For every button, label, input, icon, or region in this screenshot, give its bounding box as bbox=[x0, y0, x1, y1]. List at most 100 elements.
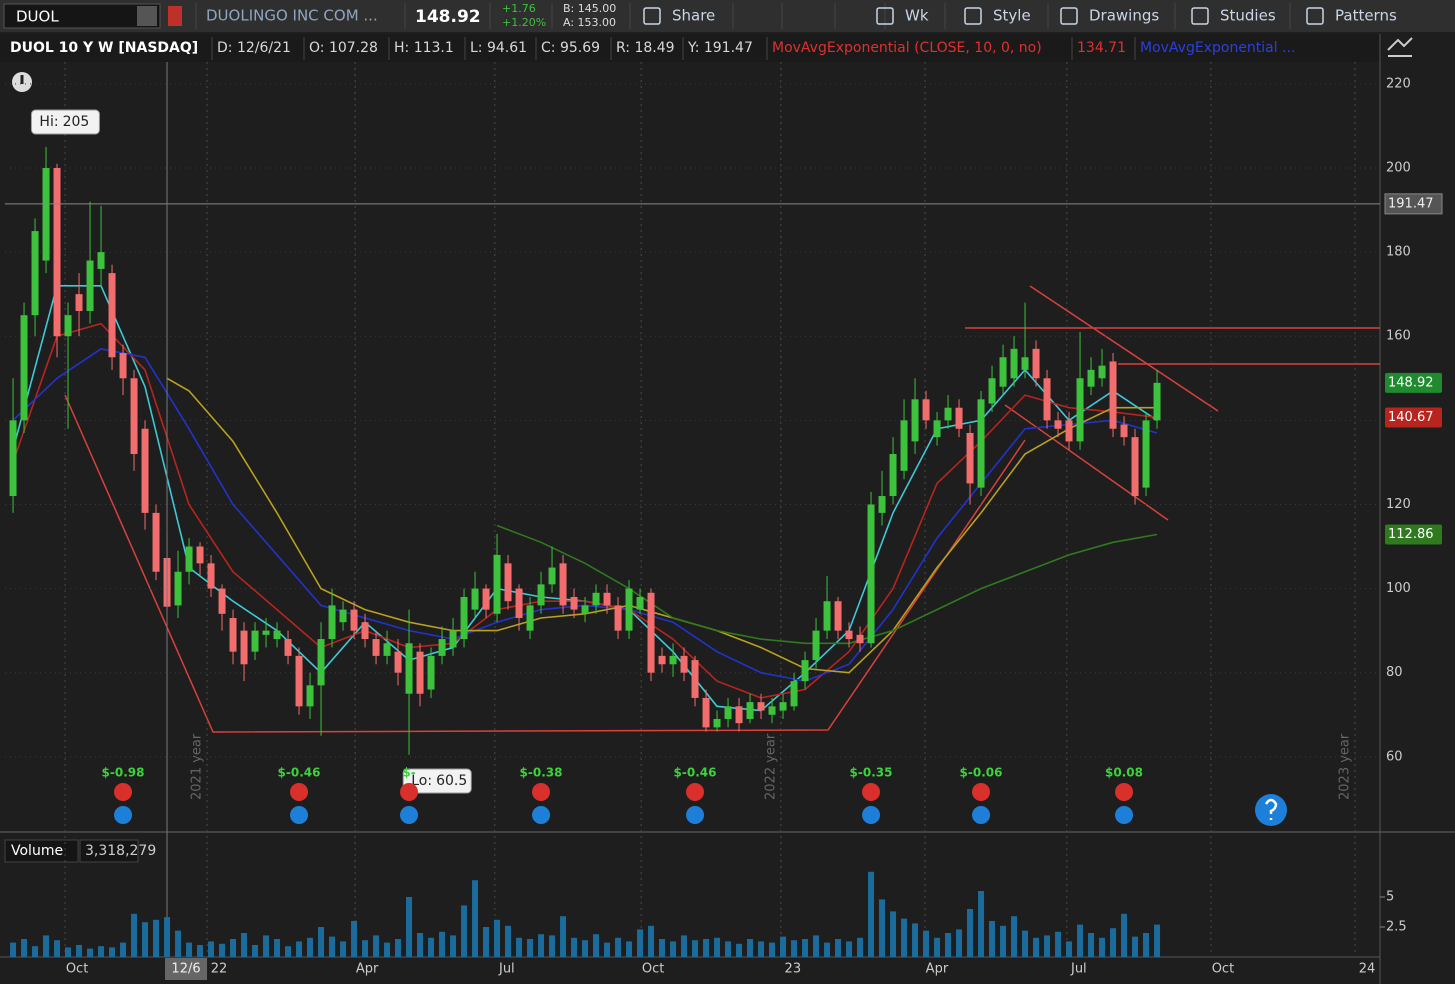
idea-icon[interactable] bbox=[290, 806, 309, 824]
candle-body bbox=[229, 618, 237, 652]
candle-body bbox=[394, 651, 402, 673]
volume-bar bbox=[780, 936, 787, 957]
idea-icon[interactable] bbox=[400, 806, 419, 824]
toolbar-button-icon[interactable] bbox=[876, 7, 894, 25]
candle-body bbox=[900, 420, 908, 471]
earnings-call-icon[interactable] bbox=[114, 783, 133, 801]
volume-bar bbox=[637, 929, 644, 957]
toolbar-button-icon[interactable] bbox=[1306, 7, 1324, 25]
study-name[interactable]: MovAvgExponential (CLOSE, 10, 0, no) bbox=[772, 40, 1042, 56]
earnings-call-icon[interactable] bbox=[290, 783, 309, 801]
volume-bar bbox=[1088, 933, 1095, 957]
volume-title-box bbox=[4, 839, 79, 863]
volume-bar bbox=[153, 919, 160, 957]
volume-bar bbox=[978, 891, 985, 957]
volume-bar bbox=[175, 930, 182, 957]
volume-bar bbox=[10, 942, 17, 957]
volume-bar bbox=[1077, 924, 1084, 957]
candle-body bbox=[152, 512, 160, 572]
candle-body bbox=[64, 315, 72, 337]
symbol-dropdown[interactable] bbox=[137, 6, 157, 26]
candle-body bbox=[251, 630, 259, 652]
candle-body bbox=[1153, 382, 1161, 421]
volume-bar bbox=[571, 937, 578, 957]
chart-settings-icon[interactable] bbox=[1387, 37, 1413, 57]
alert-flag[interactable] bbox=[168, 6, 182, 26]
volume-title: Volume bbox=[11, 843, 63, 859]
volume-bar bbox=[384, 942, 391, 957]
description: DUOLINGO INC COM ... bbox=[206, 7, 378, 25]
idea-icon[interactable] bbox=[532, 806, 551, 824]
volume-bar bbox=[758, 941, 765, 957]
candle-body bbox=[416, 651, 424, 694]
candle-body bbox=[460, 596, 468, 640]
idea-icon[interactable] bbox=[114, 806, 133, 824]
idea-icon[interactable] bbox=[972, 806, 991, 824]
volume-bar bbox=[76, 945, 83, 957]
y-tick-label: 100 bbox=[1386, 581, 1411, 596]
volume-bar bbox=[274, 939, 281, 957]
toolbar-button-icon[interactable] bbox=[1060, 7, 1078, 25]
candle-body bbox=[966, 432, 974, 484]
x-tick-label: Apr bbox=[926, 962, 949, 977]
volume-bar bbox=[285, 946, 292, 957]
toolbar-button[interactable]: Style bbox=[993, 7, 1031, 25]
volume-bar bbox=[340, 941, 347, 957]
candle-body bbox=[559, 563, 567, 606]
candle-body bbox=[680, 655, 688, 673]
toolbar bbox=[0, 0, 1455, 32]
volume-bar bbox=[219, 943, 226, 957]
candle-body bbox=[570, 596, 578, 610]
toolbar-button[interactable]: Patterns bbox=[1335, 7, 1397, 25]
earnings-call-icon[interactable] bbox=[1115, 783, 1134, 801]
volume-bar bbox=[1000, 925, 1007, 957]
volume-bar bbox=[142, 922, 149, 957]
volume-bar bbox=[1099, 937, 1106, 957]
volume-bar bbox=[263, 935, 270, 957]
earnings-call-icon[interactable] bbox=[972, 783, 991, 801]
volume-bar bbox=[351, 921, 358, 957]
volume-bar bbox=[901, 918, 908, 957]
candle-body bbox=[834, 601, 842, 631]
candle-body bbox=[185, 546, 193, 572]
help-glyph bbox=[1264, 798, 1278, 820]
candle-body bbox=[944, 407, 952, 421]
toolbar-button[interactable]: Share bbox=[672, 7, 715, 25]
candle-body bbox=[1120, 424, 1128, 438]
volume-bar bbox=[549, 935, 556, 957]
volume-bar bbox=[230, 939, 237, 957]
toolbar-button-icon[interactable] bbox=[643, 7, 661, 25]
earnings-call-icon[interactable] bbox=[532, 783, 551, 801]
candle-body bbox=[141, 428, 149, 513]
toolbar-button-icon[interactable] bbox=[1191, 7, 1209, 25]
toolbar-button[interactable]: Drawings bbox=[1089, 7, 1159, 25]
candle-body bbox=[295, 655, 303, 707]
toolbar-button[interactable]: Wk bbox=[905, 7, 929, 25]
earnings-call-icon[interactable] bbox=[862, 783, 881, 801]
year-label: 2021 year bbox=[190, 733, 205, 800]
idea-icon[interactable] bbox=[686, 806, 705, 824]
volume-bar bbox=[813, 935, 820, 957]
candle-body bbox=[1032, 348, 1040, 379]
change-pct: +1.20% bbox=[502, 16, 546, 29]
volume-bar bbox=[593, 934, 600, 957]
symbol-box[interactable] bbox=[3, 3, 161, 29]
volume-bar bbox=[252, 945, 259, 957]
candle-body bbox=[625, 588, 633, 631]
header-field: R: 18.49 bbox=[616, 40, 675, 56]
volume-bar bbox=[989, 921, 996, 957]
candle-body bbox=[592, 592, 600, 606]
idea-icon[interactable] bbox=[862, 806, 881, 824]
candle-body bbox=[867, 504, 875, 644]
earnings-label: $-0.35 bbox=[850, 766, 893, 780]
earnings-label: $-0.98 bbox=[102, 766, 145, 780]
study-name[interactable]: MovAvgExponential ... bbox=[1140, 40, 1295, 56]
candle-body bbox=[207, 563, 215, 589]
toolbar-button[interactable]: Studies bbox=[1220, 7, 1276, 25]
earnings-call-icon[interactable] bbox=[686, 783, 705, 801]
volume-bar bbox=[461, 905, 468, 957]
toolbar-button-icon[interactable] bbox=[964, 7, 982, 25]
earnings-call-icon[interactable] bbox=[400, 783, 419, 801]
y-tick-label: 220 bbox=[1386, 76, 1411, 91]
idea-icon[interactable] bbox=[1115, 806, 1134, 824]
